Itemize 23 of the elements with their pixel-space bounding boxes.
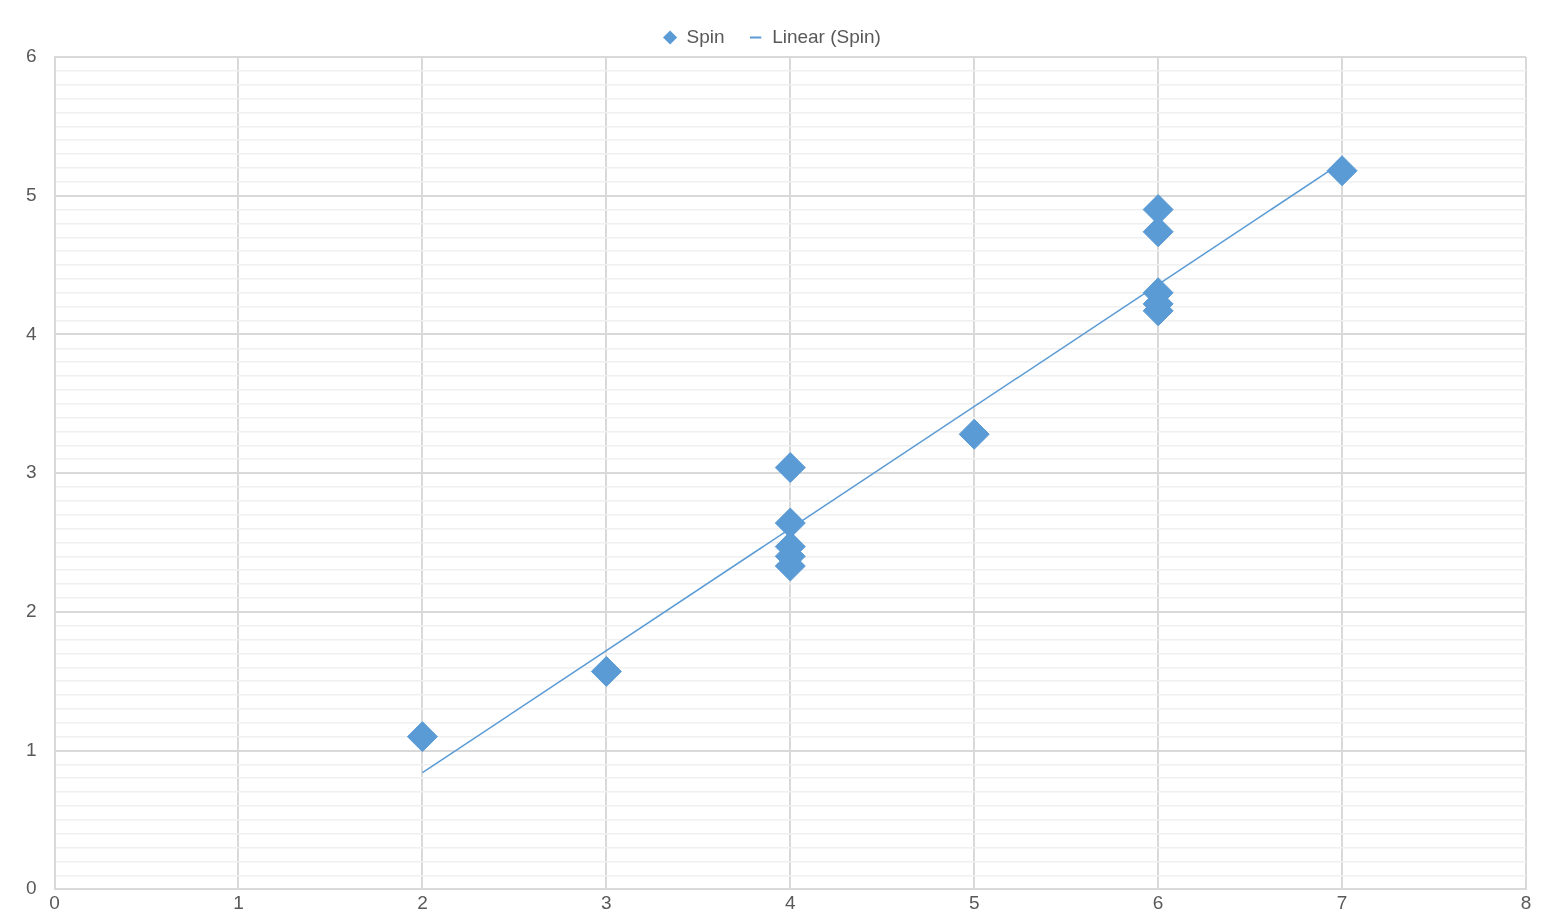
x-tick-label: 0 [49,891,60,913]
y-tick-label: 3 [25,461,37,483]
x-tick-label: 4 [784,891,796,913]
y-tick-label: 0 [25,877,37,899]
point [406,721,438,753]
x-tick-label: 1 [233,891,244,913]
legend-label: Spin [686,25,725,47]
y-tick-label: 6 [25,45,37,67]
point [590,655,622,687]
x-tick-label: 2 [417,891,428,913]
y-tick-label: 5 [25,183,37,205]
point [1326,155,1358,187]
x-tick-label: 5 [968,891,980,913]
point [774,452,806,484]
x-tick-label: 7 [1336,891,1348,913]
y-tick-label: 2 [25,600,37,622]
x-tick-label: 6 [1152,891,1164,913]
legend-label: Linear (Spin) [772,25,881,47]
x-tick-label: 3 [601,891,612,913]
x-tick-label: 8 [1520,891,1532,913]
y-tick-label: 1 [25,738,37,760]
point [958,418,990,450]
y-tick-label: 4 [25,322,37,344]
